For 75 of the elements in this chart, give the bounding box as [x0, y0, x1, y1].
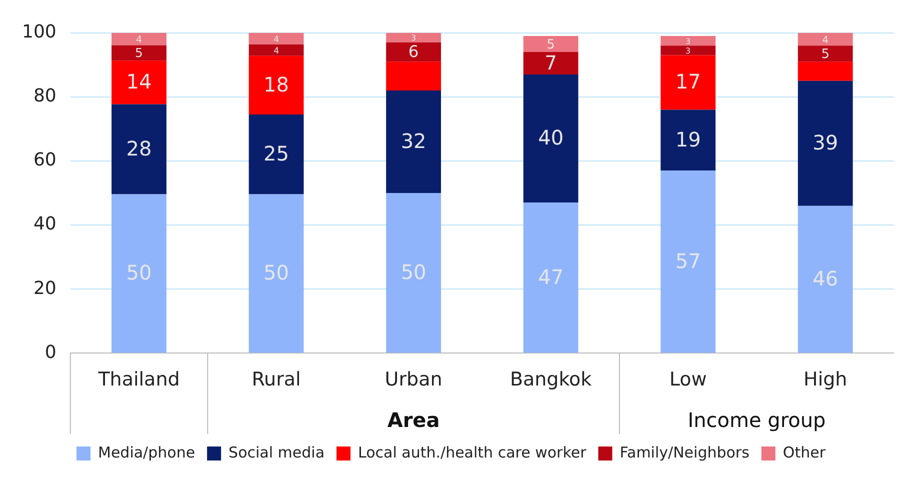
text: Income group — [688, 408, 826, 432]
data-label: 14 — [126, 70, 152, 94]
bar — [248, 194, 304, 353]
data-label: 40 — [538, 126, 564, 150]
data-label: 17 — [675, 70, 701, 94]
bar — [112, 32, 166, 46]
bar — [386, 42, 441, 62]
data-label: 50 — [400, 260, 426, 284]
bar — [798, 206, 853, 353]
data-label: 25 — [264, 142, 289, 166]
data-label: 3 — [686, 36, 691, 46]
bar — [798, 80, 853, 206]
data-label: 39 — [812, 130, 838, 155]
data-label: 47 — [538, 264, 564, 289]
data-label: 6 — [408, 42, 419, 62]
data-label: 5 — [135, 46, 143, 60]
bar — [248, 114, 304, 194]
bar — [386, 193, 441, 353]
data-label: 46 — [812, 266, 838, 290]
data-label: 4 — [274, 34, 279, 45]
bar — [660, 110, 716, 171]
bar — [112, 45, 166, 61]
bar — [248, 44, 304, 56]
data-label: 28 — [126, 136, 152, 160]
bar — [523, 202, 578, 353]
data-label: 3 — [410, 34, 416, 43]
data-label: 19 — [675, 127, 701, 152]
bar — [386, 62, 441, 90]
x-tick-label: Thailand — [97, 368, 180, 391]
bar — [798, 46, 853, 62]
y-tick-label: 100 — [22, 21, 56, 42]
legend-label: Family/Neighbors — [620, 443, 750, 462]
y-tick-label: 60 — [33, 150, 56, 171]
data-label: 5 — [546, 37, 555, 52]
data-label: 4 — [274, 46, 279, 56]
legend-label: Other — [782, 443, 826, 462]
data-label: 7 — [544, 51, 557, 74]
legend-label: Media/phone — [98, 443, 196, 462]
y-tick-label: 80 — [33, 86, 56, 107]
x-tick-label: Low — [669, 368, 707, 391]
data-label: 18 — [264, 72, 289, 96]
y-tick-label: 0 — [44, 342, 56, 363]
bar — [660, 46, 716, 56]
bar — [112, 60, 166, 104]
bar — [660, 170, 716, 353]
data-label: 57 — [675, 248, 701, 273]
data-label: 32 — [400, 128, 426, 153]
bar — [798, 32, 853, 46]
y-tick-label: 40 — [33, 214, 56, 235]
bar — [386, 90, 441, 193]
bar — [523, 36, 578, 52]
bar — [112, 194, 166, 353]
data-label: 5 — [821, 47, 830, 62]
data-label: 4 — [136, 34, 142, 46]
x-tick-label: Rural — [252, 368, 301, 391]
bar — [660, 55, 716, 110]
x-tick-label: Urban — [384, 368, 442, 391]
bar — [798, 62, 853, 81]
bar — [386, 32, 441, 42]
data-label: 4 — [822, 34, 828, 46]
x-tick-label: Bangkok — [510, 368, 592, 391]
bar — [248, 32, 304, 44]
bar — [523, 74, 578, 203]
bar — [112, 104, 166, 194]
bar — [523, 52, 578, 74]
y-tick-label: 20 — [33, 278, 56, 299]
bar — [660, 36, 716, 46]
x-tick-label: High — [804, 368, 848, 391]
data-label: 50 — [264, 260, 289, 285]
data-label: 50 — [126, 260, 152, 285]
data-label: 3 — [686, 46, 691, 56]
legend-label: Local auth./health care worker — [358, 443, 588, 462]
text: Area — [387, 408, 440, 432]
bar — [248, 56, 304, 114]
legend-label: Social media — [228, 443, 325, 462]
